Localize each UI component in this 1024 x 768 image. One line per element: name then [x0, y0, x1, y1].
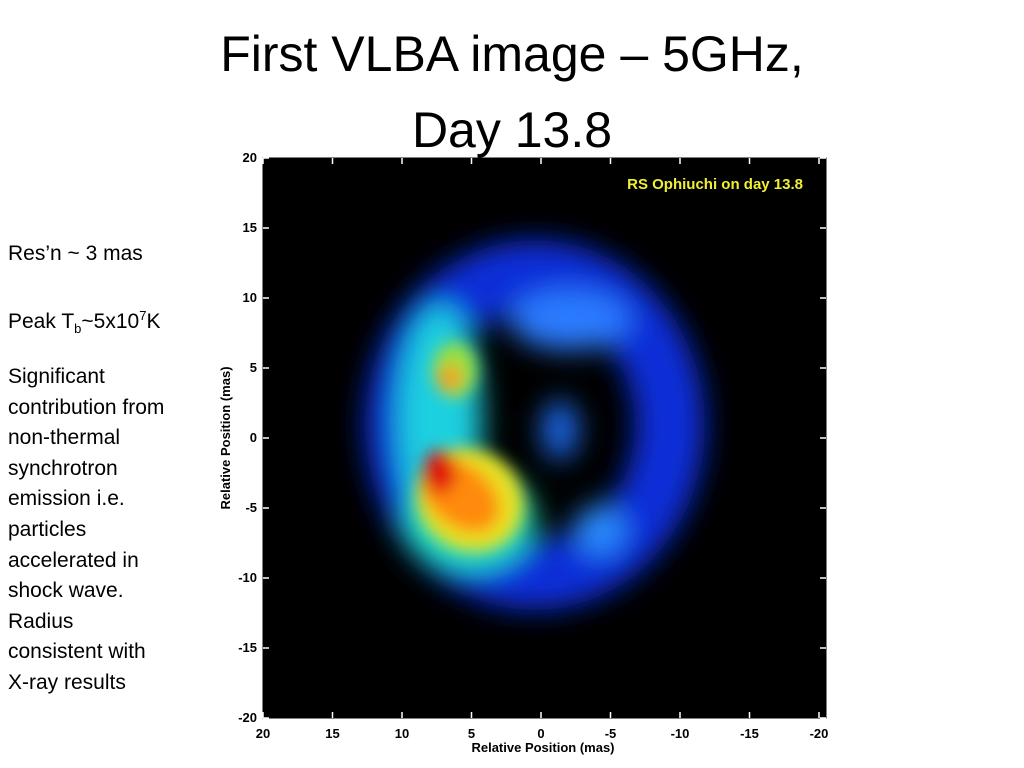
note: Peak Tb~5x107K — [8, 301, 160, 345]
note-line: Significant — [8, 365, 105, 388]
x-tick-label: -10 — [671, 726, 690, 741]
x-axis-label: Relative Position (mas) — [471, 740, 614, 755]
y-tick-label: 10 — [243, 290, 257, 305]
slide-title: Day 13.8 — [411, 102, 613, 158]
emission-core — [416, 342, 524, 552]
note-line: shock wave. — [8, 579, 124, 603]
y-tick-label: 0 — [250, 430, 257, 445]
x-tick-label: 0 — [537, 726, 544, 741]
y-tick-label: 15 — [243, 220, 257, 235]
note-line: contribution from — [8, 395, 165, 419]
x-tick-label: -5 — [605, 726, 617, 741]
note-paragraph: Significant contribution from non-thermal s… — [8, 362, 164, 699]
slide-title: First VLBA image – 5GHz, — [220, 26, 804, 82]
note-subscript: b — [74, 321, 82, 337]
note-line: non-thermal — [8, 426, 121, 450]
note-superscript: 7 — [139, 308, 147, 323]
y-tick-label: -15 — [238, 640, 257, 655]
note: Res’n ~ 3 mas — [8, 242, 143, 265]
note-line: X-ray results — [8, 670, 126, 694]
emission — [365, 240, 705, 610]
image-caption: RS Ophiuchi on day 13.8 — [627, 176, 803, 193]
y-tick-label: 5 — [250, 360, 257, 375]
note-line: emission i.e. — [8, 487, 125, 511]
note-text: ~5x10 — [81, 310, 140, 333]
note-line: consistent with — [8, 640, 146, 664]
y-tick-label: -10 — [238, 570, 257, 585]
y-tick-label: -20 — [238, 710, 257, 725]
note-line: accelerated in — [8, 548, 139, 572]
x-tick-label: 5 — [468, 726, 475, 741]
y-tick-label: -5 — [245, 500, 257, 515]
note-line: synchrotron — [8, 456, 118, 480]
note-line: particles — [8, 517, 87, 541]
note-text: Peak T — [8, 310, 75, 333]
y-tick-label: 20 — [243, 150, 257, 165]
note-text: K — [146, 310, 161, 333]
y-axis-label: Relative Position (mas) — [218, 366, 233, 509]
x-tick-label: 15 — [325, 726, 339, 741]
note-line: Radius — [8, 609, 74, 633]
x-tick-label: 20 — [256, 726, 270, 741]
x-tick-label: -15 — [740, 726, 759, 741]
x-tick-label: 10 — [395, 726, 409, 741]
x-tick-label: -20 — [810, 726, 829, 741]
